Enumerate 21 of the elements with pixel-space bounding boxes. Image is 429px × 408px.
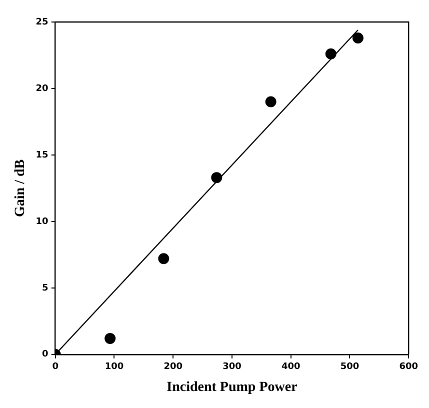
point: [104, 332, 116, 344]
x-tick-label: 200: [164, 362, 182, 372]
y-tick-label: 25: [36, 17, 48, 28]
x-tick-label: 300: [222, 362, 242, 372]
point: [265, 96, 276, 108]
point: [158, 253, 170, 264]
y-axis-title: Gain / dB: [13, 159, 28, 217]
point: [325, 48, 336, 60]
x-tick-label: 400: [281, 362, 300, 372]
y-tick-label: 5: [42, 283, 48, 294]
point: [352, 32, 364, 44]
x-tick-label: 500: [340, 362, 360, 372]
x-axis-title: Incident Pump Power: [166, 380, 298, 396]
x-tick-label: 0: [52, 362, 58, 372]
y-tick-label: 0: [42, 350, 48, 360]
y-tick-label: 10: [36, 216, 48, 227]
point: [211, 172, 222, 184]
y-tick-label: 15: [36, 150, 48, 160]
y-tick-label: 20: [36, 84, 48, 94]
x-tick-label: 600: [399, 362, 418, 372]
x-tick-label: 100: [104, 362, 124, 372]
